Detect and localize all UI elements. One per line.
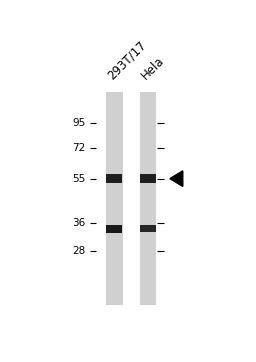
- Text: 36: 36: [72, 218, 86, 228]
- Text: 95: 95: [72, 118, 86, 128]
- Bar: [106, 92, 123, 306]
- Bar: [140, 174, 156, 183]
- Text: 293T/17: 293T/17: [105, 39, 149, 83]
- Bar: [106, 174, 122, 183]
- Bar: [106, 225, 122, 233]
- Bar: [140, 92, 156, 306]
- Bar: [140, 226, 156, 232]
- Text: 55: 55: [72, 174, 86, 184]
- Text: 72: 72: [72, 143, 86, 153]
- Polygon shape: [170, 171, 183, 186]
- Text: Hela: Hela: [139, 54, 167, 83]
- Text: 28: 28: [72, 246, 86, 256]
